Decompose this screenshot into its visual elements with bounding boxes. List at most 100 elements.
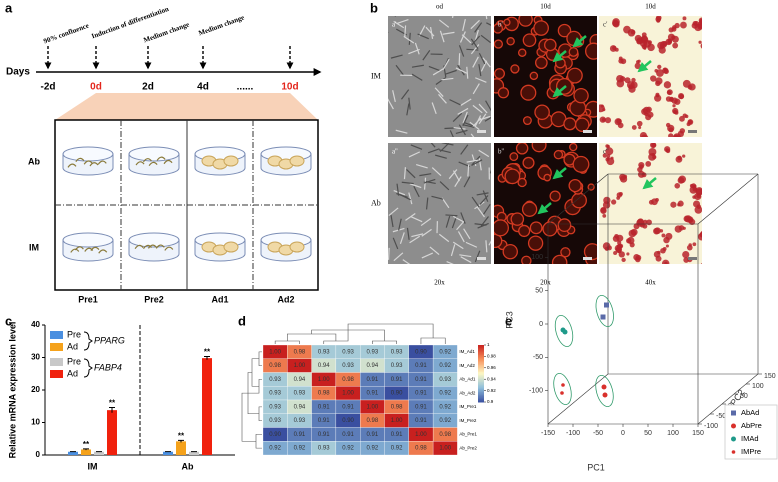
texture [683,16,687,20]
y-tick-label: 40 [31,320,40,329]
texture [677,203,680,206]
legend-bracket [84,359,92,377]
bar [81,449,91,455]
texture [532,138,546,152]
texture [657,251,660,254]
texture [611,199,616,204]
legend-marker [732,450,736,454]
significance: ** [109,399,116,408]
event-label: Medium change [197,13,245,37]
cell-label: 0.92 [439,349,451,355]
legend-group: PPARG [94,335,125,345]
cell-label: 1.00 [342,391,354,397]
texture [650,75,656,81]
texture [670,98,673,101]
cell-label: 0.91 [318,418,330,424]
texture [655,16,661,22]
cell-label: 0.92 [294,446,306,452]
cell-label: 0.90 [391,391,403,397]
y-tick-label: 10 [31,418,40,427]
bar [68,452,78,455]
cell-label: 0.90 [269,432,281,438]
texture [674,183,680,189]
significance: ** [83,440,90,449]
cell-label: 0.92 [269,446,281,452]
bar [94,452,104,455]
y-axis-label: Relative mRNA expression level [7,322,17,459]
panel-label: d [238,313,246,328]
texture [619,56,623,60]
scale-bar [688,257,697,260]
texture [635,257,641,263]
subpanel-label: a'' [392,148,398,156]
texture [588,184,594,190]
texture [666,123,670,127]
texture [631,229,638,236]
texture [690,184,694,188]
cell-label: 0.93 [294,391,306,397]
point [560,391,564,395]
texture [574,89,588,103]
texture [696,204,701,209]
legend-marker [731,437,736,442]
texture [613,251,617,255]
texture [493,220,509,236]
cell-label: 0.98 [342,377,354,383]
dendrogram [256,434,262,448]
texture [699,19,705,25]
texture [519,13,532,26]
y-tick-label: 100 [752,383,764,390]
texture [673,134,679,140]
y-tick-label: -100 [704,423,718,430]
dendrogram [242,393,256,441]
texture [535,105,549,119]
texture [680,22,687,29]
legend-swatch [50,343,63,351]
cell-label: 0.98 [318,391,330,397]
texture [677,156,682,161]
cell-label: 1.00 [294,363,306,369]
cell-label: 0.91 [318,404,330,410]
scale-bar [688,130,697,133]
texture [693,187,698,192]
legend-label: AbAd [741,408,759,417]
day-label: 4d [197,82,209,93]
texture [445,215,457,216]
texture [510,153,518,161]
colorbar-label: 0.96 [487,365,496,370]
texture [627,81,635,89]
texture [672,104,675,107]
cell-label: 1.00 [439,446,451,452]
cell-label: 1.00 [318,377,330,383]
texture [692,242,696,246]
texture [669,127,674,132]
texture [517,143,528,154]
texture [668,133,673,138]
cell-label: 0.94 [318,363,330,369]
texture [569,48,578,57]
texture [630,242,635,247]
cluster-ellipse [593,293,617,328]
day-label: -2d [41,82,56,93]
column-label: Pre2 [144,294,164,304]
x-axis-label: PC1 [587,462,605,472]
bar [107,410,117,455]
texture [646,107,652,113]
texture [701,187,708,194]
texture [379,32,388,40]
dendrogram [372,341,396,344]
day-label: 2d [142,82,154,93]
column-label: Pre1 [78,294,98,304]
texture [494,40,502,48]
subpanel-label: b' [498,21,503,29]
texture [550,191,560,201]
texture [576,118,589,131]
micrograph [379,6,497,143]
texture [511,213,523,225]
texture [523,157,534,168]
micrograph [489,13,602,137]
cell-label: 0.98 [294,349,306,355]
significance: ** [178,431,185,440]
